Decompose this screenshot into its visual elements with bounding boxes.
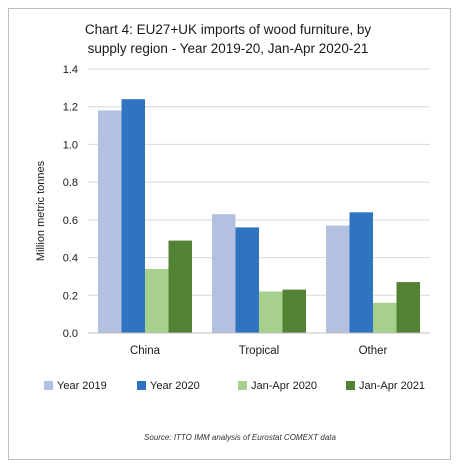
y-tick-label: 0.0 [63,328,78,340]
bar-other-year-2020 [349,212,373,333]
y-tick-label: 0.4 [63,253,78,265]
legend-swatch [346,381,355,390]
chart-title-line-2: supply region - Year 2019-20, Jan-Apr 20… [88,41,369,56]
bar-china-year-2019 [98,110,122,333]
legend-swatch [44,381,53,390]
bar-tropical-jan-apr-2020 [259,291,283,333]
y-tick-label: 0.2 [63,290,78,302]
y-tick-label: 0.8 [63,177,78,189]
legend-label: Year 2019 [57,380,107,392]
y-tick-label: 1.2 [63,102,78,114]
bar-other-year-2019 [326,225,350,333]
bar-china-jan-apr-2020 [145,268,169,333]
legend-swatch [238,381,247,390]
bar-china-year-2020 [121,99,145,334]
x-category-label: China [130,345,161,357]
bar-tropical-jan-apr-2021 [282,289,306,333]
legend-label: Year 2020 [150,380,200,392]
bar-tropical-year-2019 [212,214,236,333]
bar-other-jan-apr-2021 [396,282,420,333]
x-category-label: Other [359,345,388,357]
y-tick-label: 1.4 [63,64,78,76]
bar-other-jan-apr-2020 [373,302,397,333]
x-category-label: Tropical [239,345,279,357]
bar-china-jan-apr-2021 [168,240,192,333]
y-tick-label: 0.6 [63,215,78,227]
y-tick-label: 1.0 [63,139,78,151]
legend-label: Jan-Apr 2021 [359,380,425,392]
source-note: Source: ITTO IMM analysis of Eurostat CO… [144,433,336,442]
legend-swatch [137,381,146,390]
chart-title-line-1: Chart 4: EU27+UK imports of wood furnitu… [85,22,372,37]
legend-label: Jan-Apr 2020 [251,380,317,392]
y-axis-label: Million metric tonnes [35,160,47,261]
bar-tropical-year-2020 [235,227,259,333]
